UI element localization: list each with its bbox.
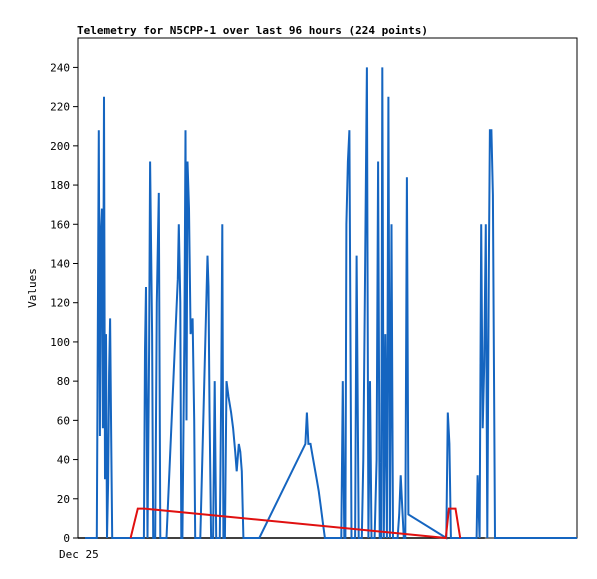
y-tick-label: 100 xyxy=(50,336,70,349)
y-tick-label: 40 xyxy=(57,454,70,467)
x-tick-label: Dec 25 xyxy=(59,548,99,561)
y-tick-label: 140 xyxy=(50,257,70,270)
series-line-2 xyxy=(129,507,462,540)
y-axis-ticks: 0 20 40 60 80 100 120 140 160 180 200 220 240 xyxy=(50,61,78,545)
y-tick-label: 180 xyxy=(50,179,70,192)
y-tick-label: 80 xyxy=(57,375,70,388)
series-line-1 xyxy=(85,67,577,540)
y-tick-label: 0 xyxy=(63,532,70,545)
y-tick-label: 20 xyxy=(57,493,70,506)
y-tick-label: 220 xyxy=(50,101,70,114)
y-tick-label: 200 xyxy=(50,140,70,153)
series-layer xyxy=(78,67,577,540)
y-tick-label: 160 xyxy=(50,218,70,231)
y-tick-label: 240 xyxy=(50,61,70,74)
x-axis-ticks: Dec 25 xyxy=(59,548,99,561)
y-axis-label: Values xyxy=(26,268,39,308)
y-tick-label: 60 xyxy=(57,414,70,427)
y-tick-label: 120 xyxy=(50,297,70,310)
chart-title: Telemetry for N5CPP-1 over last 96 hours… xyxy=(77,24,428,37)
